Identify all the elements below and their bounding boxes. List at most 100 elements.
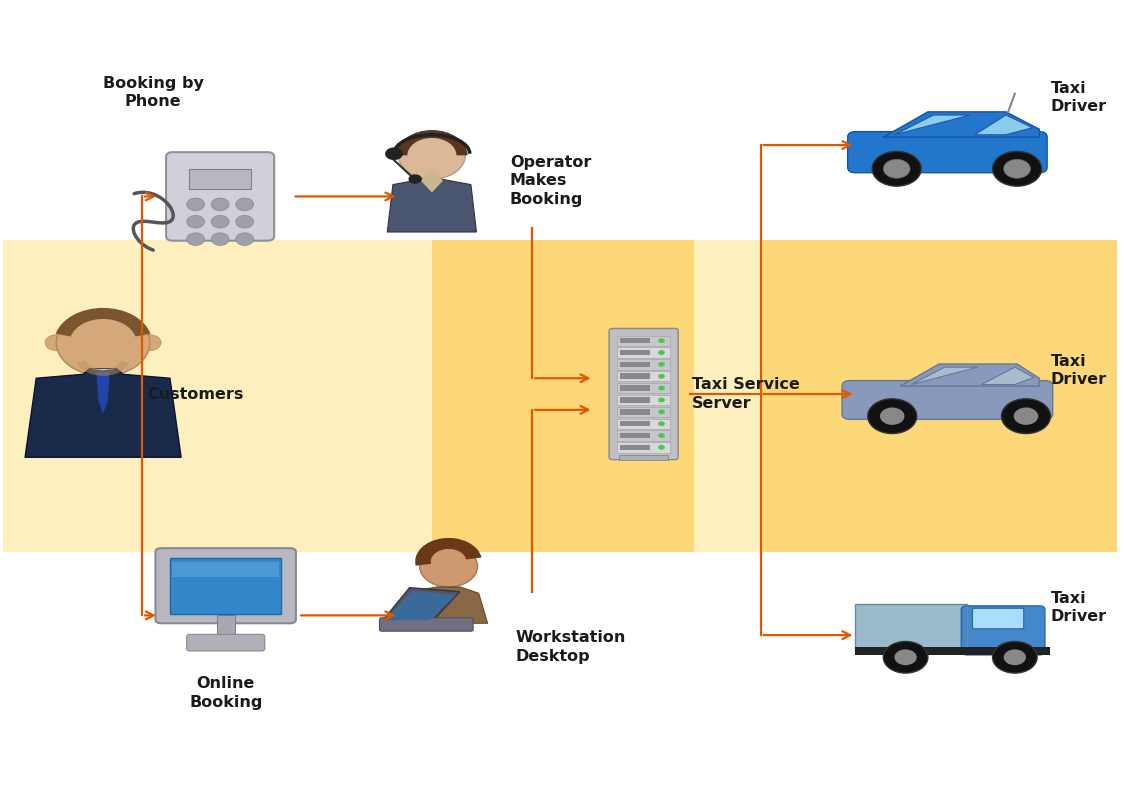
Circle shape — [1001, 399, 1051, 434]
Bar — [2, 240, 1117, 552]
Circle shape — [138, 335, 161, 350]
Circle shape — [408, 174, 422, 184]
Bar — [617, 336, 670, 345]
Circle shape — [386, 147, 402, 160]
Bar — [617, 371, 670, 381]
Circle shape — [45, 335, 67, 350]
Polygon shape — [400, 587, 488, 623]
Circle shape — [659, 374, 664, 379]
Bar — [617, 395, 670, 405]
Text: Operator
Makes
Booking: Operator Makes Booking — [510, 154, 591, 207]
Bar — [432, 240, 694, 552]
Polygon shape — [25, 369, 181, 457]
Circle shape — [872, 151, 922, 186]
Polygon shape — [420, 169, 443, 193]
Circle shape — [883, 159, 910, 178]
Circle shape — [868, 399, 917, 434]
Bar — [619, 455, 668, 460]
Polygon shape — [975, 115, 1033, 135]
Bar — [620, 397, 650, 403]
Circle shape — [187, 198, 205, 211]
Polygon shape — [895, 115, 970, 135]
Wedge shape — [56, 308, 151, 337]
Circle shape — [1014, 408, 1039, 425]
Bar — [855, 647, 1051, 655]
Bar — [617, 383, 670, 393]
FancyBboxPatch shape — [609, 329, 678, 459]
Polygon shape — [900, 364, 1040, 386]
FancyBboxPatch shape — [166, 152, 274, 240]
Circle shape — [211, 216, 229, 228]
Bar — [172, 562, 279, 577]
Polygon shape — [90, 369, 117, 370]
Circle shape — [992, 642, 1037, 673]
FancyBboxPatch shape — [847, 131, 1048, 173]
Circle shape — [659, 433, 664, 438]
Circle shape — [236, 216, 254, 228]
Bar — [617, 431, 670, 441]
Polygon shape — [97, 372, 110, 414]
Text: Taxi
Driver: Taxi Driver — [1051, 81, 1107, 115]
FancyBboxPatch shape — [961, 606, 1045, 655]
Circle shape — [1004, 650, 1026, 665]
Polygon shape — [386, 591, 456, 620]
Wedge shape — [397, 130, 468, 155]
Circle shape — [56, 310, 149, 376]
Circle shape — [659, 350, 664, 355]
Bar — [217, 615, 235, 639]
FancyBboxPatch shape — [187, 634, 265, 651]
Text: Customers: Customers — [147, 387, 244, 401]
Polygon shape — [388, 179, 477, 232]
Bar — [92, 360, 115, 380]
Bar — [620, 433, 650, 439]
Bar — [617, 419, 670, 429]
Text: Booking by
Phone: Booking by Phone — [102, 76, 203, 110]
Polygon shape — [912, 367, 978, 384]
Wedge shape — [76, 361, 129, 376]
Bar — [617, 443, 670, 453]
FancyBboxPatch shape — [380, 618, 473, 631]
Circle shape — [659, 398, 664, 402]
Bar — [620, 349, 650, 355]
Bar — [620, 385, 650, 391]
Circle shape — [419, 546, 478, 587]
Bar — [620, 445, 650, 451]
Wedge shape — [415, 538, 481, 566]
Circle shape — [659, 362, 664, 367]
Circle shape — [659, 421, 664, 426]
Text: Online
Booking: Online Booking — [189, 677, 262, 710]
Circle shape — [883, 642, 928, 673]
Bar — [620, 373, 650, 379]
Text: Workstation
Desktop: Workstation Desktop — [516, 630, 626, 664]
Bar — [617, 407, 670, 417]
Circle shape — [187, 216, 205, 228]
Bar — [170, 559, 281, 614]
Bar — [617, 359, 670, 369]
Bar — [620, 338, 650, 343]
Polygon shape — [883, 112, 1040, 137]
Bar — [620, 361, 650, 367]
FancyBboxPatch shape — [972, 608, 1024, 629]
Text: Taxi
Driver: Taxi Driver — [1051, 591, 1107, 624]
Bar — [620, 409, 650, 415]
Text: Taxi Service
Server: Taxi Service Server — [691, 377, 799, 411]
Circle shape — [992, 151, 1042, 186]
Bar — [617, 347, 670, 357]
Circle shape — [895, 650, 917, 665]
Polygon shape — [981, 367, 1034, 384]
Circle shape — [1004, 159, 1031, 178]
Circle shape — [398, 131, 465, 179]
Circle shape — [659, 338, 664, 343]
Circle shape — [211, 198, 229, 211]
Circle shape — [659, 409, 664, 414]
FancyBboxPatch shape — [842, 380, 1053, 419]
Circle shape — [659, 386, 664, 391]
Bar — [189, 169, 252, 189]
Bar — [855, 603, 967, 651]
Bar — [761, 240, 1117, 552]
Circle shape — [211, 232, 229, 245]
Circle shape — [236, 198, 254, 211]
Bar — [620, 421, 650, 427]
Polygon shape — [382, 587, 460, 622]
FancyBboxPatch shape — [155, 548, 296, 623]
